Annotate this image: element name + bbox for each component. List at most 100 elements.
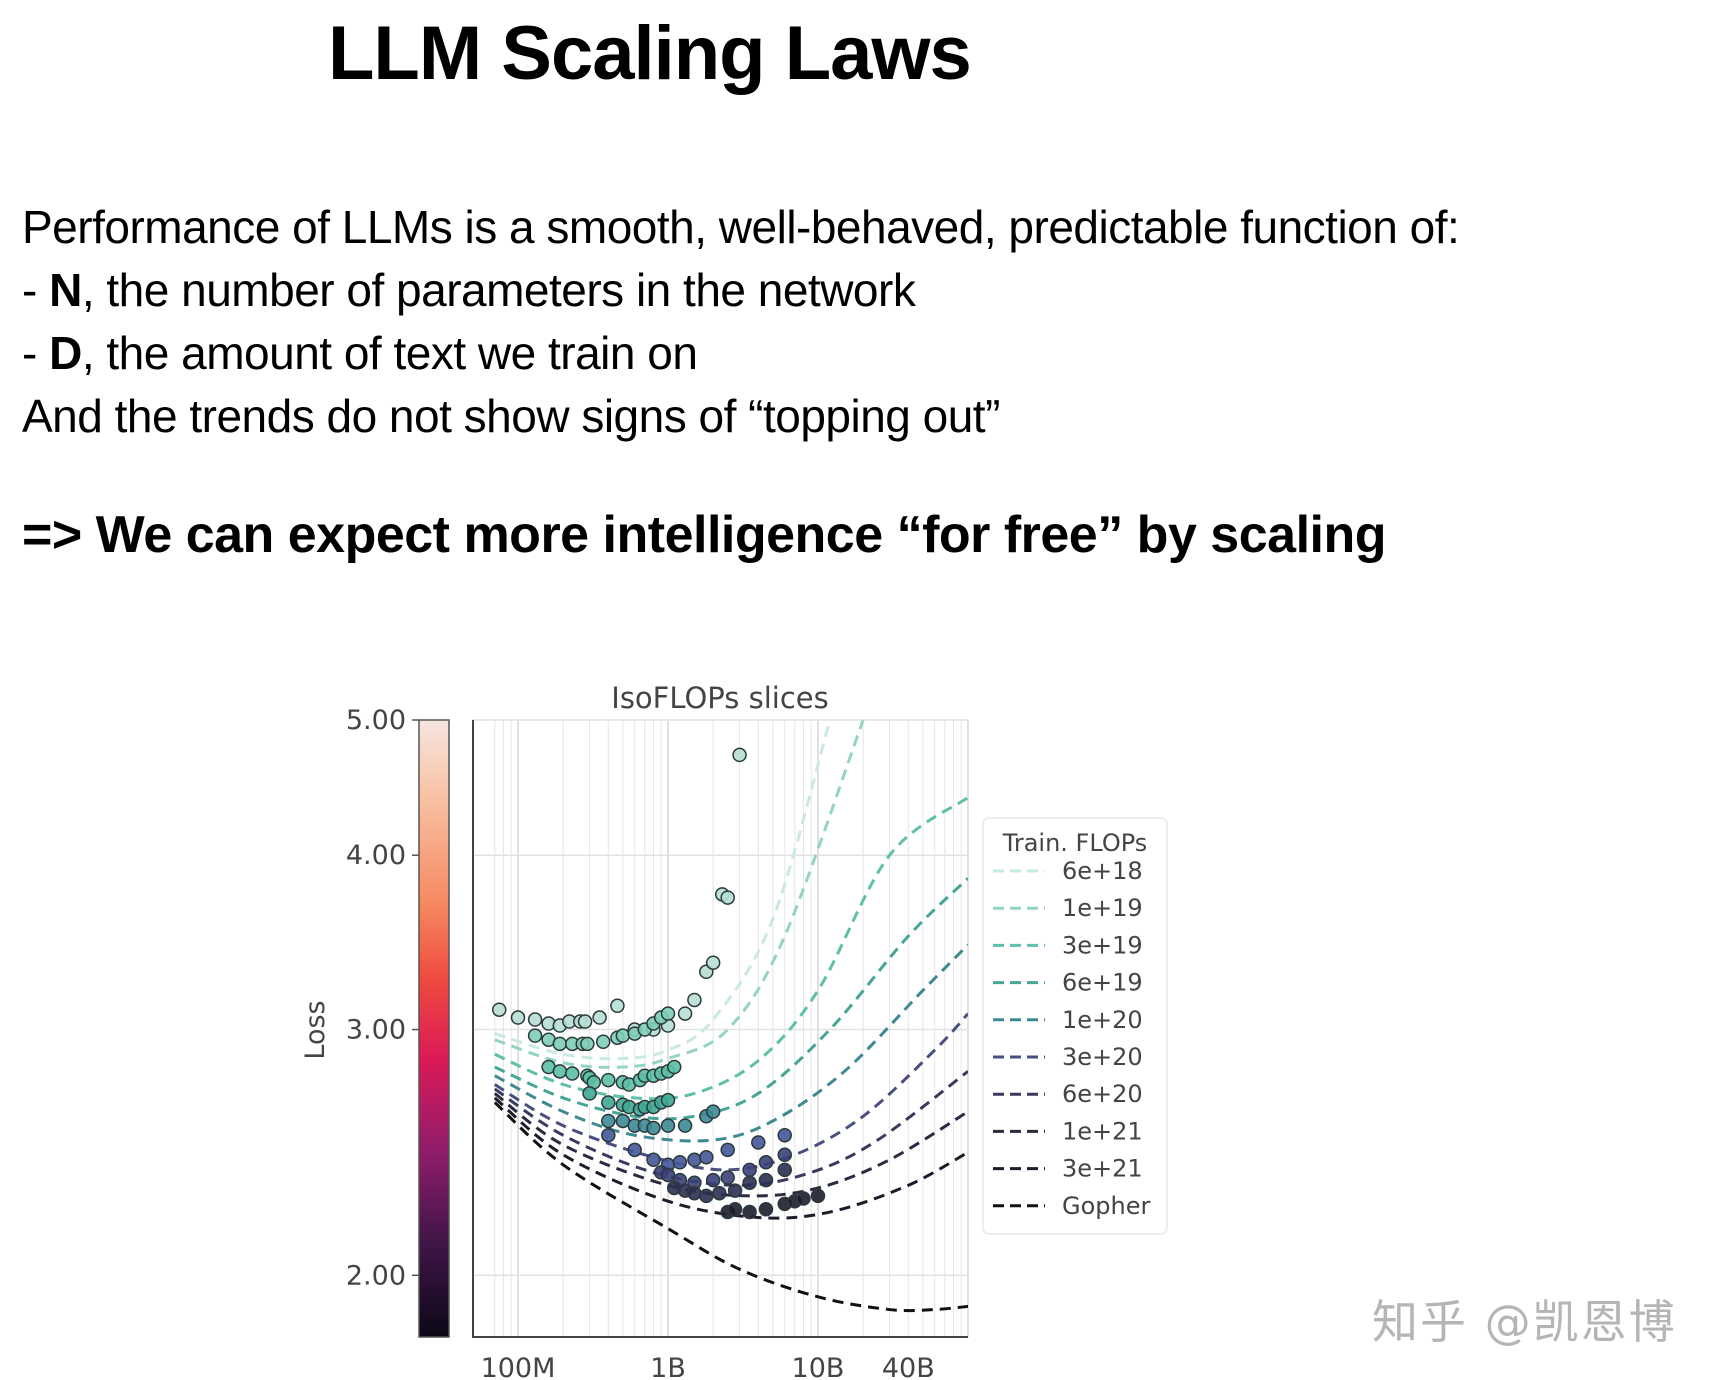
data-point — [720, 890, 735, 905]
data-point — [712, 1185, 727, 1201]
bullet-bold-d: D — [49, 327, 82, 379]
data-point — [705, 1104, 721, 1119]
data-point — [677, 1006, 693, 1021]
bullet-text: , the amount of text we train on — [81, 327, 698, 379]
legend-label: Gopher — [1062, 1192, 1150, 1220]
legend-title: Train. FLOPs — [1002, 829, 1148, 857]
data-point — [601, 1095, 616, 1110]
data-point — [672, 1155, 688, 1170]
data-point — [577, 1014, 593, 1029]
data-point — [727, 1202, 743, 1217]
data-point — [777, 1127, 792, 1143]
slide-title: LLM Scaling Laws — [328, 11, 972, 96]
data-point — [758, 1202, 774, 1217]
x-tick-label: 100M — [481, 1353, 556, 1380]
isoflop-curve — [493, 1070, 968, 1187]
data-point — [777, 1162, 792, 1178]
bullet-d: - D, the amount of text we train on — [22, 322, 1459, 385]
data-point — [592, 1010, 607, 1025]
x-ticks: 100M 1B 10B 40B — [481, 1353, 935, 1380]
isoflop-curve — [494, 877, 968, 1121]
legend-label: 1e+19 — [1062, 894, 1143, 922]
legend-label: 3e+21 — [1062, 1155, 1143, 1183]
x-tick-label: 40B — [882, 1353, 935, 1380]
data-point — [742, 1175, 757, 1190]
x-tick-label: 10B — [792, 1353, 845, 1380]
y-tick-label: 2.00 — [346, 1260, 406, 1291]
legend-label: 6e+19 — [1062, 969, 1143, 997]
isoflop-curve — [494, 943, 968, 1143]
data-point — [687, 1185, 702, 1201]
data-point — [582, 1086, 597, 1101]
data-point — [796, 1191, 811, 1206]
bullet-prefix: - — [22, 327, 50, 379]
data-point — [705, 955, 721, 970]
data-point — [687, 1152, 702, 1168]
legend-label: 1e+20 — [1062, 1006, 1143, 1034]
intro-line: Performance of LLMs is a smooth, well-be… — [22, 201, 1460, 253]
data-point — [627, 1142, 642, 1158]
slide-body: Performance of LLMs is a smooth, well-be… — [22, 196, 1460, 448]
isoflop-curve — [493, 1101, 968, 1313]
isoflop-curve — [493, 1092, 968, 1198]
data-point — [699, 1150, 714, 1165]
data-point — [751, 1135, 766, 1150]
data-point — [595, 1034, 611, 1050]
isoflop-curve — [494, 796, 968, 1101]
data-point — [615, 1113, 631, 1129]
data-point — [646, 1120, 661, 1136]
data-point — [660, 1092, 676, 1108]
bullet-text: , the number of parameters in the networ… — [81, 264, 916, 316]
data-point — [492, 1002, 507, 1017]
bullet-bold-n: N — [49, 264, 82, 316]
legend-label: 1e+21 — [1062, 1117, 1143, 1145]
data-point — [660, 1118, 676, 1133]
colorbar — [418, 719, 450, 1338]
data-point — [601, 1113, 616, 1129]
data-point — [660, 1167, 676, 1183]
x-tick-label: 1B — [650, 1353, 686, 1380]
conclusion: => We can expect more intelligence “for … — [22, 506, 1387, 564]
data-point — [758, 1155, 774, 1170]
legend-label: 3e+20 — [1062, 1043, 1143, 1071]
data-point — [666, 1059, 682, 1075]
data-point — [552, 1064, 568, 1079]
data-point — [810, 1188, 826, 1204]
data-point — [601, 1072, 616, 1088]
data-point — [758, 1172, 774, 1188]
isoflop-curve — [493, 1096, 968, 1220]
data-point — [646, 1152, 661, 1168]
data-point — [742, 1162, 757, 1178]
data-point — [527, 1012, 543, 1027]
trend-line: And the trends do not show signs of “top… — [22, 390, 1000, 442]
isoflop-curve — [494, 720, 865, 1069]
data-point — [615, 1028, 631, 1043]
watermark: 知乎 @凯恩博 — [1372, 1295, 1677, 1349]
data-point — [580, 1036, 595, 1052]
data-point — [742, 1204, 757, 1220]
data-point — [552, 1036, 568, 1052]
y-tick-label: 4.00 — [346, 840, 406, 871]
data-point — [720, 1142, 735, 1158]
legend: Train. FLOPs 6e+18 1e+19 3e+19 6e+19 1e+20 3e… — [982, 817, 1168, 1235]
y-ticks: 5.00 4.00 3.00 2.00 — [346, 705, 419, 1291]
legend-label: 6e+18 — [1062, 857, 1143, 885]
y-axis-label: Loss — [300, 1000, 331, 1059]
data-point — [527, 1028, 543, 1043]
data-point — [699, 1188, 714, 1204]
data-point — [705, 1172, 721, 1188]
data-point — [732, 747, 747, 763]
isoflop-curve — [494, 720, 832, 1061]
data-point — [601, 1127, 616, 1143]
y-tick-label: 3.00 — [346, 1015, 406, 1046]
data-point — [720, 1170, 735, 1185]
y-tick-label: 5.00 — [346, 705, 406, 736]
data-point — [510, 1010, 526, 1025]
data-point — [610, 998, 625, 1014]
data-point — [727, 1183, 743, 1198]
data-point — [565, 1066, 580, 1081]
data-point — [687, 992, 702, 1008]
data-point — [660, 1006, 676, 1021]
data-point — [677, 1118, 693, 1133]
